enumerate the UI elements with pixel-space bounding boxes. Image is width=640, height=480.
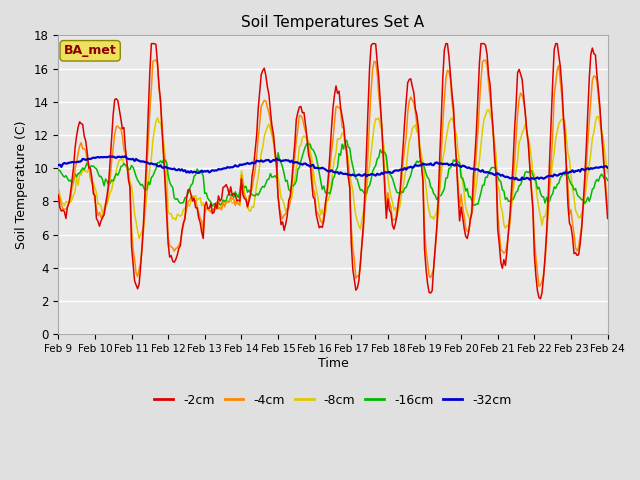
Title: Soil Temperatures Set A: Soil Temperatures Set A — [241, 15, 424, 30]
Legend: -2cm, -4cm, -8cm, -16cm, -32cm: -2cm, -4cm, -8cm, -16cm, -32cm — [149, 389, 516, 411]
Y-axis label: Soil Temperature (C): Soil Temperature (C) — [15, 120, 28, 249]
X-axis label: Time: Time — [317, 357, 348, 370]
Text: BA_met: BA_met — [64, 44, 116, 57]
